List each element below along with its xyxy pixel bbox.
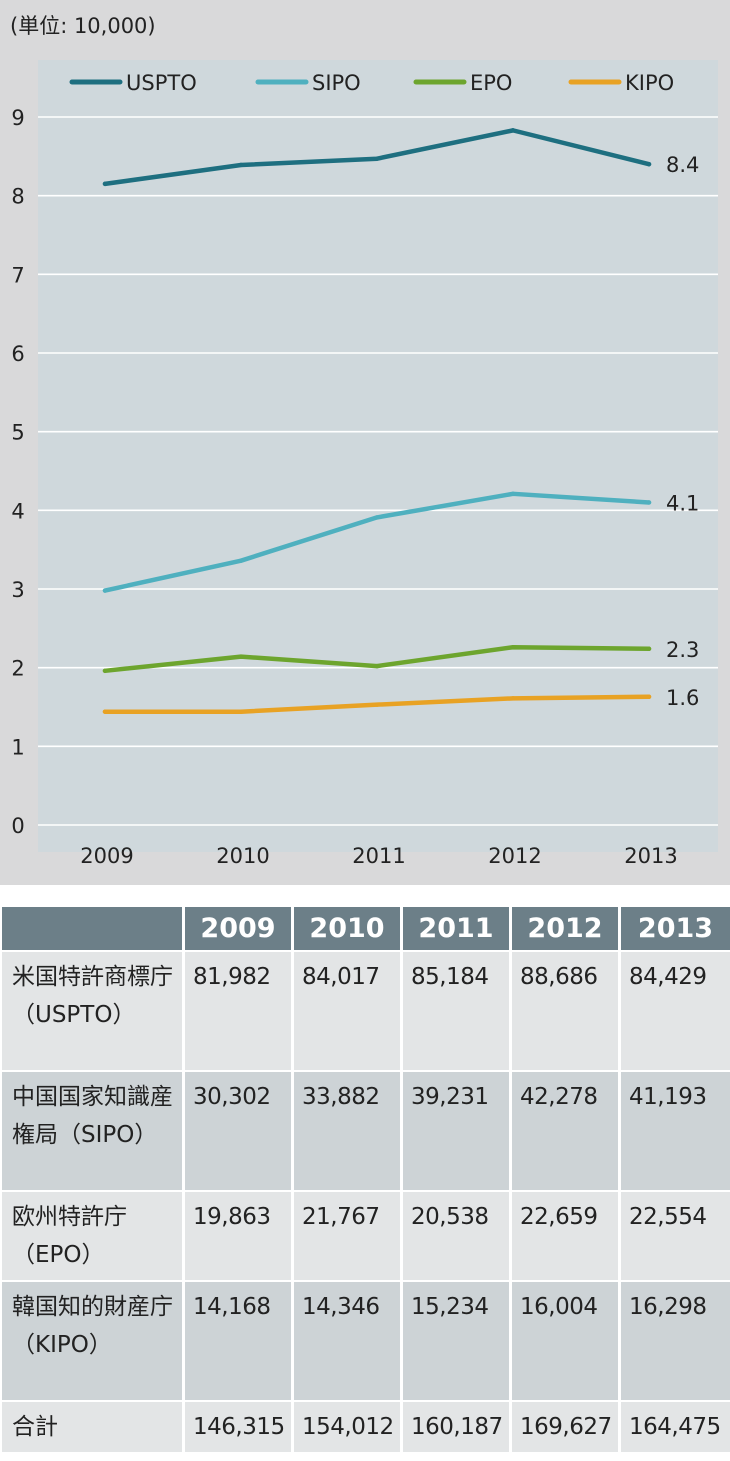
legend: USPTO SIPO EPO KIPO bbox=[69, 71, 674, 95]
x-tick-label: 2009 bbox=[80, 844, 133, 868]
end-value-label: 1.6 bbox=[666, 686, 699, 710]
table-cell: 146,315 bbox=[185, 1402, 291, 1452]
end-value-label: 2.3 bbox=[666, 638, 699, 662]
y-tick-label: 1 bbox=[11, 735, 24, 759]
row-label: 合計 bbox=[2, 1402, 182, 1452]
data-point-uspto bbox=[374, 156, 380, 161]
data-point-epo bbox=[238, 654, 244, 659]
table-cell: 84,017 bbox=[294, 952, 400, 1070]
table-header-cell: 2011 bbox=[403, 907, 509, 950]
table-cell: 33,882 bbox=[294, 1072, 400, 1190]
data-point-epo bbox=[510, 645, 516, 650]
end-value-label: 4.1 bbox=[666, 491, 699, 515]
chart-panel: (単位: 10,000) 0 1 2 3 4 5 6 7 8 9 2009 2010 2011 2012… bbox=[0, 0, 730, 885]
table-cell: 164,475 bbox=[621, 1402, 730, 1452]
table-header-cell: 2013 bbox=[621, 907, 730, 950]
x-tick-label: 2010 bbox=[216, 844, 269, 868]
table-cell: 39,231 bbox=[403, 1072, 509, 1190]
row-label: 中国国家知識産権局（SIPO） bbox=[2, 1072, 182, 1190]
legend-label: EPO bbox=[470, 71, 512, 95]
table-cell: 21,767 bbox=[294, 1192, 400, 1280]
table-cell: 15,234 bbox=[403, 1282, 509, 1400]
table-cell: 85,184 bbox=[403, 952, 509, 1070]
table-header-row: 2009 2010 2011 2012 2013 bbox=[2, 907, 730, 950]
x-tick-label: 2012 bbox=[488, 844, 541, 868]
data-point-epo bbox=[374, 663, 380, 669]
table-cell: 22,659 bbox=[512, 1192, 618, 1280]
table-row-total: 合計 146,315 154,012 160,187 169,627 164,4… bbox=[2, 1402, 730, 1452]
table-cell: 84,429 bbox=[621, 952, 730, 1070]
data-point-epo bbox=[102, 668, 108, 674]
table-cell: 20,538 bbox=[403, 1192, 509, 1280]
row-label: 韓国知的財産庁（KIPO） bbox=[2, 1282, 182, 1400]
legend-label: KIPO bbox=[625, 71, 674, 95]
table-header-cell bbox=[2, 907, 182, 950]
table-row: 中国国家知識産権局（SIPO） 30,302 33,882 39,231 42,… bbox=[2, 1072, 730, 1190]
line-chart: (単位: 10,000) 0 1 2 3 4 5 6 7 8 9 2009 2010 2011 2012… bbox=[10, 14, 718, 868]
table-cell: 14,346 bbox=[294, 1282, 400, 1400]
table-cell: 154,012 bbox=[294, 1402, 400, 1452]
table-row: 欧州特許庁（EPO） 19,863 21,767 20,538 22,659 2… bbox=[2, 1192, 730, 1280]
y-tick-label: 9 bbox=[11, 106, 24, 130]
y-tick-label: 4 bbox=[11, 499, 24, 523]
y-tick-label: 3 bbox=[11, 578, 24, 602]
data-point-epo bbox=[646, 646, 652, 651]
x-tick-label: 2013 bbox=[624, 844, 677, 868]
plot-area bbox=[38, 60, 718, 852]
table-cell: 169,627 bbox=[512, 1402, 618, 1452]
table-cell: 42,278 bbox=[512, 1072, 618, 1190]
table-header-cell: 2009 bbox=[185, 907, 291, 950]
data-point-uspto bbox=[510, 128, 516, 133]
table-cell: 16,298 bbox=[621, 1282, 730, 1400]
y-tick-label: 7 bbox=[11, 263, 24, 287]
table-cell: 41,193 bbox=[621, 1072, 730, 1190]
data-point-kipo bbox=[374, 702, 380, 707]
legend-label: SIPO bbox=[312, 71, 361, 95]
data-point-sipo bbox=[646, 500, 652, 505]
data-point-sipo bbox=[238, 558, 244, 563]
table-row: 米国特許商標庁（USPTO） 81,982 84,017 85,184 88,6… bbox=[2, 952, 730, 1070]
table-header-cell: 2010 bbox=[294, 907, 400, 950]
data-point-kipo bbox=[238, 709, 244, 714]
table-cell: 160,187 bbox=[403, 1402, 509, 1452]
row-label: 米国特許商標庁（USPTO） bbox=[2, 952, 182, 1070]
data-point-kipo bbox=[510, 696, 516, 701]
table-cell: 19,863 bbox=[185, 1192, 291, 1280]
table-row: 韓国知的財産庁（KIPO） 14,168 14,346 15,234 16,00… bbox=[2, 1282, 730, 1400]
y-tick-label: 0 bbox=[11, 814, 24, 838]
table-header-cell: 2012 bbox=[512, 907, 618, 950]
y-tick-label: 2 bbox=[11, 657, 24, 681]
data-point-sipo bbox=[374, 515, 380, 520]
y-axis-ticks: 0 1 2 3 4 5 6 7 8 9 bbox=[11, 106, 24, 838]
data-point-sipo bbox=[510, 491, 516, 497]
unit-label: (単位: 10,000) bbox=[10, 14, 156, 38]
table-cell: 81,982 bbox=[185, 952, 291, 1070]
legend-label: USPTO bbox=[126, 71, 197, 95]
table-cell: 22,554 bbox=[621, 1192, 730, 1280]
data-point-uspto bbox=[646, 162, 652, 167]
y-tick-label: 6 bbox=[11, 342, 24, 366]
row-label: 欧州特許庁（EPO） bbox=[2, 1192, 182, 1280]
data-point-uspto bbox=[102, 181, 108, 187]
data-point-kipo bbox=[102, 709, 108, 714]
table-cell: 88,686 bbox=[512, 952, 618, 1070]
end-value-label: 8.4 bbox=[666, 153, 699, 177]
data-point-sipo bbox=[102, 588, 108, 593]
data-point-kipo bbox=[646, 694, 652, 699]
data-point-uspto bbox=[238, 162, 244, 168]
series-lines: 8.4 4.1 2.3 1.6 bbox=[102, 128, 699, 714]
table-cell: 14,168 bbox=[185, 1282, 291, 1400]
y-tick-label: 8 bbox=[11, 185, 24, 209]
y-tick-label: 5 bbox=[11, 421, 24, 445]
x-tick-label: 2011 bbox=[352, 844, 405, 868]
table-cell: 16,004 bbox=[512, 1282, 618, 1400]
x-axis-ticks: 2009 2010 2011 2012 2013 bbox=[80, 844, 677, 868]
table-cell: 30,302 bbox=[185, 1072, 291, 1190]
data-table: 2009 2010 2011 2012 2013 米国特許商標庁（USPTO） … bbox=[0, 905, 730, 1454]
